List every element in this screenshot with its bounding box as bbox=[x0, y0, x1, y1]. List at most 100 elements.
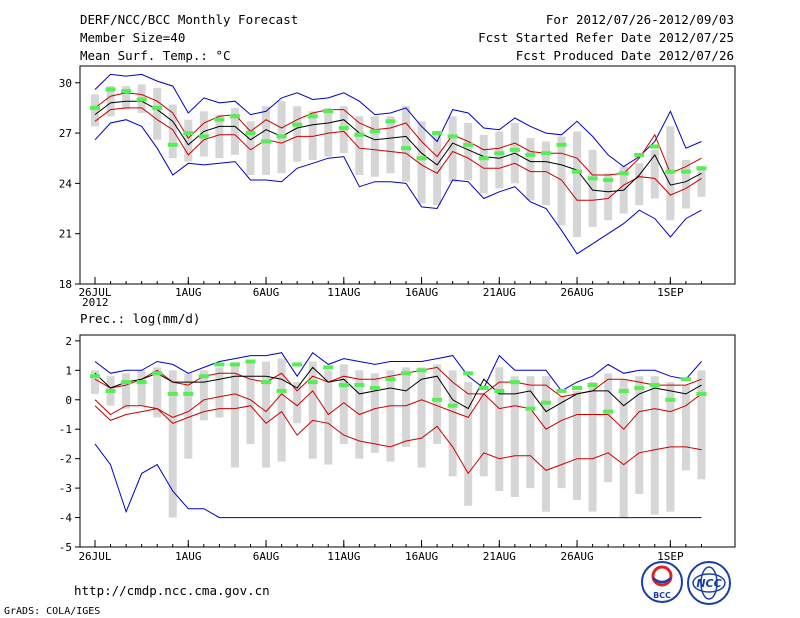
prec-member-marker bbox=[509, 380, 520, 385]
prec-ytick-label: -1 bbox=[59, 423, 72, 436]
prec-member-marker bbox=[198, 374, 209, 379]
prec-member-marker bbox=[261, 380, 272, 385]
prec-spread-box bbox=[557, 396, 566, 489]
prec-member-marker bbox=[167, 391, 178, 396]
prec-spread-box bbox=[650, 376, 659, 515]
year-label: 2012 bbox=[82, 296, 109, 309]
ncc-logo-text: NCC bbox=[696, 577, 721, 590]
temp-spread-box bbox=[308, 111, 317, 160]
prec-member-marker bbox=[369, 386, 380, 390]
temp-member-marker bbox=[261, 139, 272, 144]
prec-member-marker bbox=[447, 403, 458, 408]
produced-date: Fcst Produced Date 2012/07/26 bbox=[516, 48, 734, 63]
temp-panel: 18 21 24 27 30 26JUL 1AUG 6AUG 11AUG 16AUG 21AUG 26… bbox=[59, 73, 707, 299]
prec-spread-box bbox=[464, 382, 473, 506]
prec-spread-box bbox=[168, 370, 177, 518]
prec-member-marker bbox=[354, 383, 365, 388]
prec-xtick-label: 21AUG bbox=[483, 550, 516, 563]
prec-ytick-label: -3 bbox=[59, 482, 72, 495]
source-url[interactable]: http://cmdp.ncc.cma.gov.cn bbox=[74, 583, 270, 598]
temp-ytick-label: 21 bbox=[59, 228, 72, 241]
temp-member-marker bbox=[276, 134, 287, 139]
prec-spread-box bbox=[681, 385, 690, 471]
prec-member-marker bbox=[680, 377, 691, 382]
temp-xtick-label: 16AUG bbox=[405, 286, 438, 299]
prec-upper-line bbox=[94, 366, 702, 398]
temp-spread-box bbox=[526, 138, 535, 201]
prec-spread-box bbox=[339, 364, 348, 444]
prec-spread-box bbox=[277, 358, 286, 462]
temp-member-marker bbox=[385, 119, 396, 124]
prec-ytick-label: -2 bbox=[59, 453, 72, 466]
grads-credit: GrADS: COLA/IGES bbox=[4, 606, 100, 617]
prec-spread-box bbox=[91, 370, 99, 394]
prec-spread-box bbox=[495, 367, 504, 492]
prec-member-marker bbox=[276, 388, 287, 393]
prec-xtick-label: 6AUG bbox=[253, 550, 280, 563]
temp-spread-box bbox=[91, 94, 99, 127]
prec-member-marker bbox=[463, 371, 474, 376]
temp-spread-box bbox=[464, 123, 473, 181]
prec-member-marker bbox=[665, 397, 676, 402]
temp-spread-box bbox=[681, 159, 690, 209]
temp-spread-box bbox=[604, 173, 613, 221]
temp-panel-frame bbox=[79, 65, 736, 285]
prec-member-marker bbox=[307, 380, 318, 385]
temp-ytick-label: 24 bbox=[59, 177, 73, 190]
prec-xtick-label: 16AUG bbox=[405, 550, 438, 563]
prec-spread-box bbox=[448, 370, 457, 477]
temp-member-marker bbox=[509, 147, 520, 152]
temp-member-marker bbox=[463, 142, 474, 147]
temp-member-marker bbox=[105, 87, 116, 92]
temp-member-marker bbox=[556, 142, 567, 147]
prec-spread-low-line bbox=[94, 405, 702, 475]
prec-mean-line bbox=[94, 366, 702, 413]
temp-member-marker bbox=[432, 131, 443, 136]
prec-xtick-label: 26AUG bbox=[560, 550, 593, 563]
prec-member-marker bbox=[121, 380, 132, 385]
temp-member-marker bbox=[587, 176, 598, 181]
temp-xtick-label: 11AUG bbox=[327, 286, 360, 299]
temp-member-marker bbox=[680, 169, 691, 174]
temp-spread-box bbox=[417, 121, 426, 204]
temp-mean-line bbox=[94, 100, 702, 193]
prec-spread-box bbox=[230, 364, 239, 468]
temp-xtick-label: 26JUL bbox=[78, 286, 111, 299]
temp-member-marker bbox=[618, 171, 629, 176]
prec-lower-line bbox=[94, 390, 702, 430]
temp-spread-box bbox=[199, 111, 208, 157]
temp-member-marker bbox=[229, 114, 240, 119]
temp-member-marker bbox=[292, 122, 303, 127]
temp-member-marker bbox=[401, 146, 411, 151]
prec-member-marker bbox=[634, 386, 645, 390]
prec-member-marker bbox=[338, 383, 349, 388]
temp-member-marker bbox=[649, 144, 660, 149]
temp-spread-box bbox=[386, 116, 395, 174]
temp-member-marker bbox=[494, 151, 505, 156]
temp-spread-box bbox=[557, 136, 566, 226]
prec-member-marker bbox=[245, 359, 256, 364]
temp-spread-box bbox=[402, 106, 410, 182]
temp-member-marker bbox=[696, 166, 707, 171]
prec-panel: -5 -4 -3 -2 -1 0 1 2 26JUL 1AUG 6AUG 11AUG 16AUG 21AU… bbox=[59, 335, 707, 563]
chart-title: DERF/NCC/BCC Monthly Forecast bbox=[80, 12, 298, 27]
prec-spread-box bbox=[262, 361, 271, 468]
prec-member-marker bbox=[540, 400, 551, 405]
temp-member-marker bbox=[307, 114, 318, 119]
prec-member-marker bbox=[183, 391, 194, 396]
prec-member-marker bbox=[618, 388, 629, 393]
temp-spread-box bbox=[635, 163, 644, 206]
prec-spread-box bbox=[479, 393, 488, 477]
prec-min-line bbox=[94, 443, 702, 519]
temp-member-marker bbox=[540, 151, 551, 156]
prec-spread-box bbox=[293, 382, 302, 424]
temp-member-marker bbox=[214, 117, 225, 122]
prec-spread-box bbox=[153, 367, 162, 418]
temp-max-line bbox=[94, 73, 702, 168]
prec-spread-box bbox=[137, 370, 146, 406]
prec-xtick-label: 26JUL bbox=[78, 550, 111, 563]
temp-spread-box bbox=[433, 133, 442, 206]
temp-upper-line bbox=[94, 92, 702, 176]
temp-spread-box bbox=[230, 107, 239, 155]
prec-member-marker bbox=[323, 365, 334, 370]
